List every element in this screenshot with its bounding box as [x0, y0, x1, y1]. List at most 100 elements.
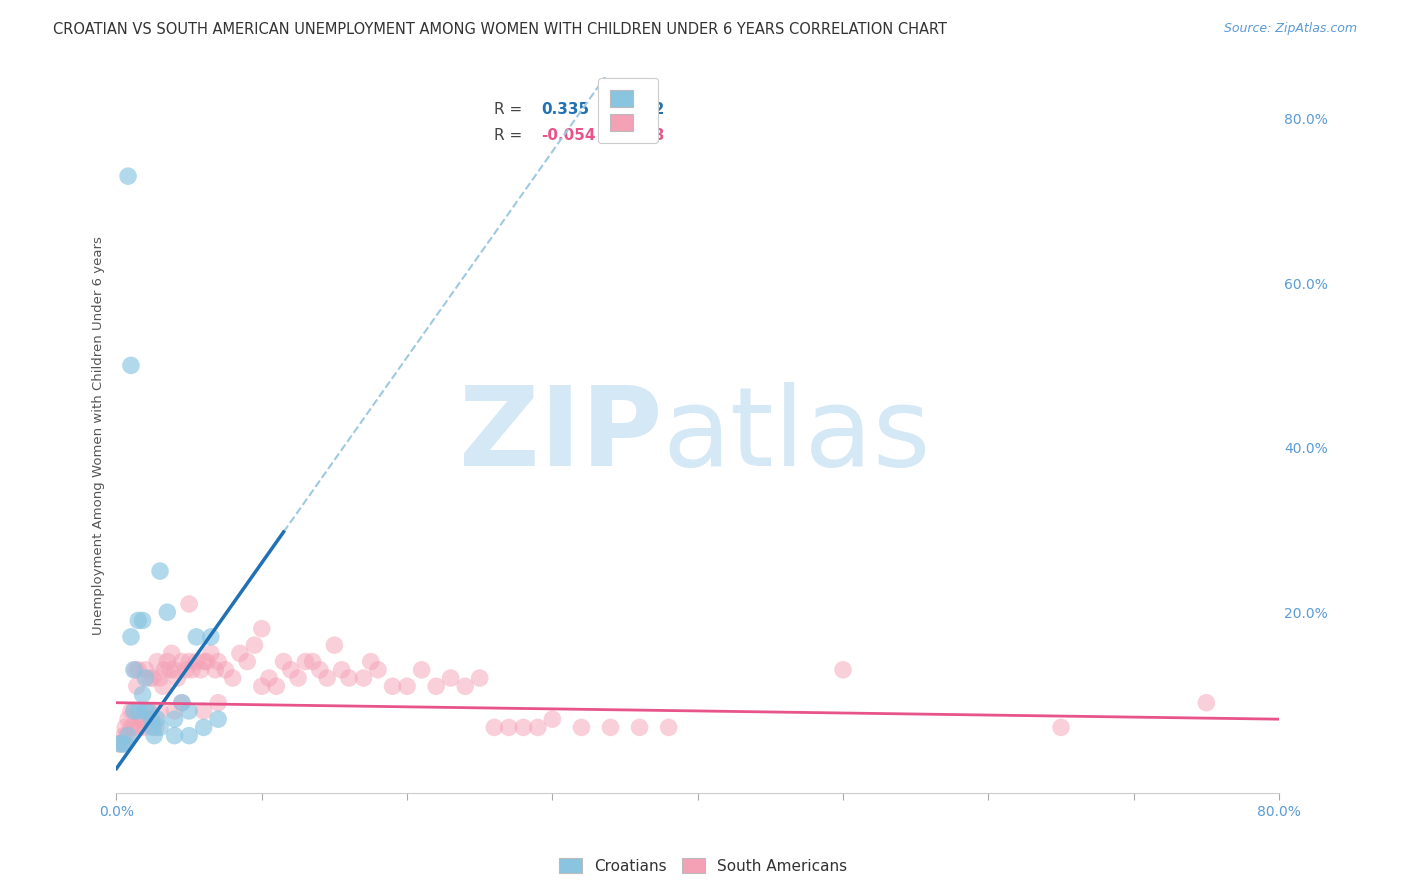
- Point: [122, 663, 145, 677]
- Point: [200, 630, 222, 644]
- Y-axis label: Unemployment Among Women with Children Under 6 years: Unemployment Among Women with Children U…: [93, 235, 105, 635]
- Point: [128, 720, 150, 734]
- Point: [214, 663, 236, 677]
- Point: [229, 646, 252, 660]
- Point: [186, 655, 208, 669]
- Point: [207, 655, 229, 669]
- Point: [512, 720, 534, 734]
- Point: [120, 630, 142, 644]
- Point: [127, 663, 149, 677]
- Point: [222, 671, 245, 685]
- Point: [115, 729, 138, 743]
- Point: [146, 712, 169, 726]
- Text: atlas: atlas: [662, 382, 931, 489]
- Point: [122, 704, 145, 718]
- Point: [146, 655, 169, 669]
- Point: [177, 655, 200, 669]
- Point: [425, 679, 447, 693]
- Point: [628, 720, 651, 734]
- Point: [527, 720, 550, 734]
- Point: [149, 704, 172, 718]
- Point: [170, 696, 193, 710]
- Point: [1195, 696, 1218, 710]
- Point: [156, 605, 179, 619]
- Legend: , : ,: [598, 78, 658, 144]
- Point: [159, 663, 181, 677]
- Point: [163, 729, 186, 743]
- Point: [571, 720, 593, 734]
- Point: [142, 671, 165, 685]
- Point: [117, 712, 139, 726]
- Point: [124, 663, 146, 677]
- Point: [163, 712, 186, 726]
- Point: [160, 646, 183, 660]
- Point: [360, 655, 382, 669]
- Point: [149, 720, 172, 734]
- Text: 88: 88: [643, 128, 664, 143]
- Point: [120, 720, 142, 734]
- Point: [125, 679, 148, 693]
- Point: [132, 720, 155, 734]
- Point: [250, 679, 273, 693]
- Point: [207, 696, 229, 710]
- Point: [454, 679, 477, 693]
- Text: Source: ZipAtlas.com: Source: ZipAtlas.com: [1223, 22, 1357, 36]
- Point: [177, 597, 200, 611]
- Text: CROATIAN VS SOUTH AMERICAN UNEMPLOYMENT AMONG WOMEN WITH CHILDREN UNDER 6 YEARS : CROATIAN VS SOUTH AMERICAN UNEMPLOYMENT …: [53, 22, 948, 37]
- Text: -0.054: -0.054: [541, 128, 595, 143]
- Point: [127, 614, 149, 628]
- Point: [367, 663, 389, 677]
- Point: [193, 704, 215, 718]
- Point: [177, 729, 200, 743]
- Point: [131, 712, 153, 726]
- Point: [111, 737, 134, 751]
- Point: [114, 720, 136, 734]
- Legend: Croatians, South Americans: Croatians, South Americans: [553, 852, 853, 880]
- Point: [280, 663, 302, 677]
- Point: [163, 663, 186, 677]
- Point: [134, 663, 156, 677]
- Point: [440, 671, 463, 685]
- Point: [193, 655, 215, 669]
- Point: [484, 720, 506, 734]
- Point: [120, 359, 142, 373]
- Text: N =: N =: [609, 103, 643, 118]
- Point: [236, 655, 259, 669]
- Point: [174, 663, 197, 677]
- Point: [134, 671, 156, 685]
- Point: [142, 720, 165, 734]
- Point: [832, 663, 855, 677]
- Point: [131, 688, 153, 702]
- Point: [163, 704, 186, 718]
- Point: [658, 720, 681, 734]
- Point: [134, 704, 156, 718]
- Point: [138, 704, 160, 718]
- Point: [200, 646, 222, 660]
- Point: [294, 655, 316, 669]
- Point: [181, 663, 204, 677]
- Point: [170, 655, 193, 669]
- Point: [156, 655, 179, 669]
- Point: [138, 704, 160, 718]
- Text: 0.335: 0.335: [541, 103, 589, 118]
- Point: [381, 679, 404, 693]
- Text: R =: R =: [495, 103, 527, 118]
- Point: [330, 663, 353, 677]
- Point: [250, 622, 273, 636]
- Point: [204, 663, 226, 677]
- Point: [411, 663, 433, 677]
- Point: [111, 737, 134, 751]
- Point: [117, 729, 139, 743]
- Point: [120, 704, 142, 718]
- Point: [112, 729, 135, 743]
- Point: [186, 630, 208, 644]
- Text: ZIP: ZIP: [460, 382, 662, 489]
- Point: [122, 704, 145, 718]
- Point: [152, 679, 174, 693]
- Point: [134, 704, 156, 718]
- Point: [468, 671, 491, 685]
- Point: [316, 671, 339, 685]
- Text: R =: R =: [495, 128, 527, 143]
- Point: [266, 679, 288, 693]
- Point: [153, 663, 176, 677]
